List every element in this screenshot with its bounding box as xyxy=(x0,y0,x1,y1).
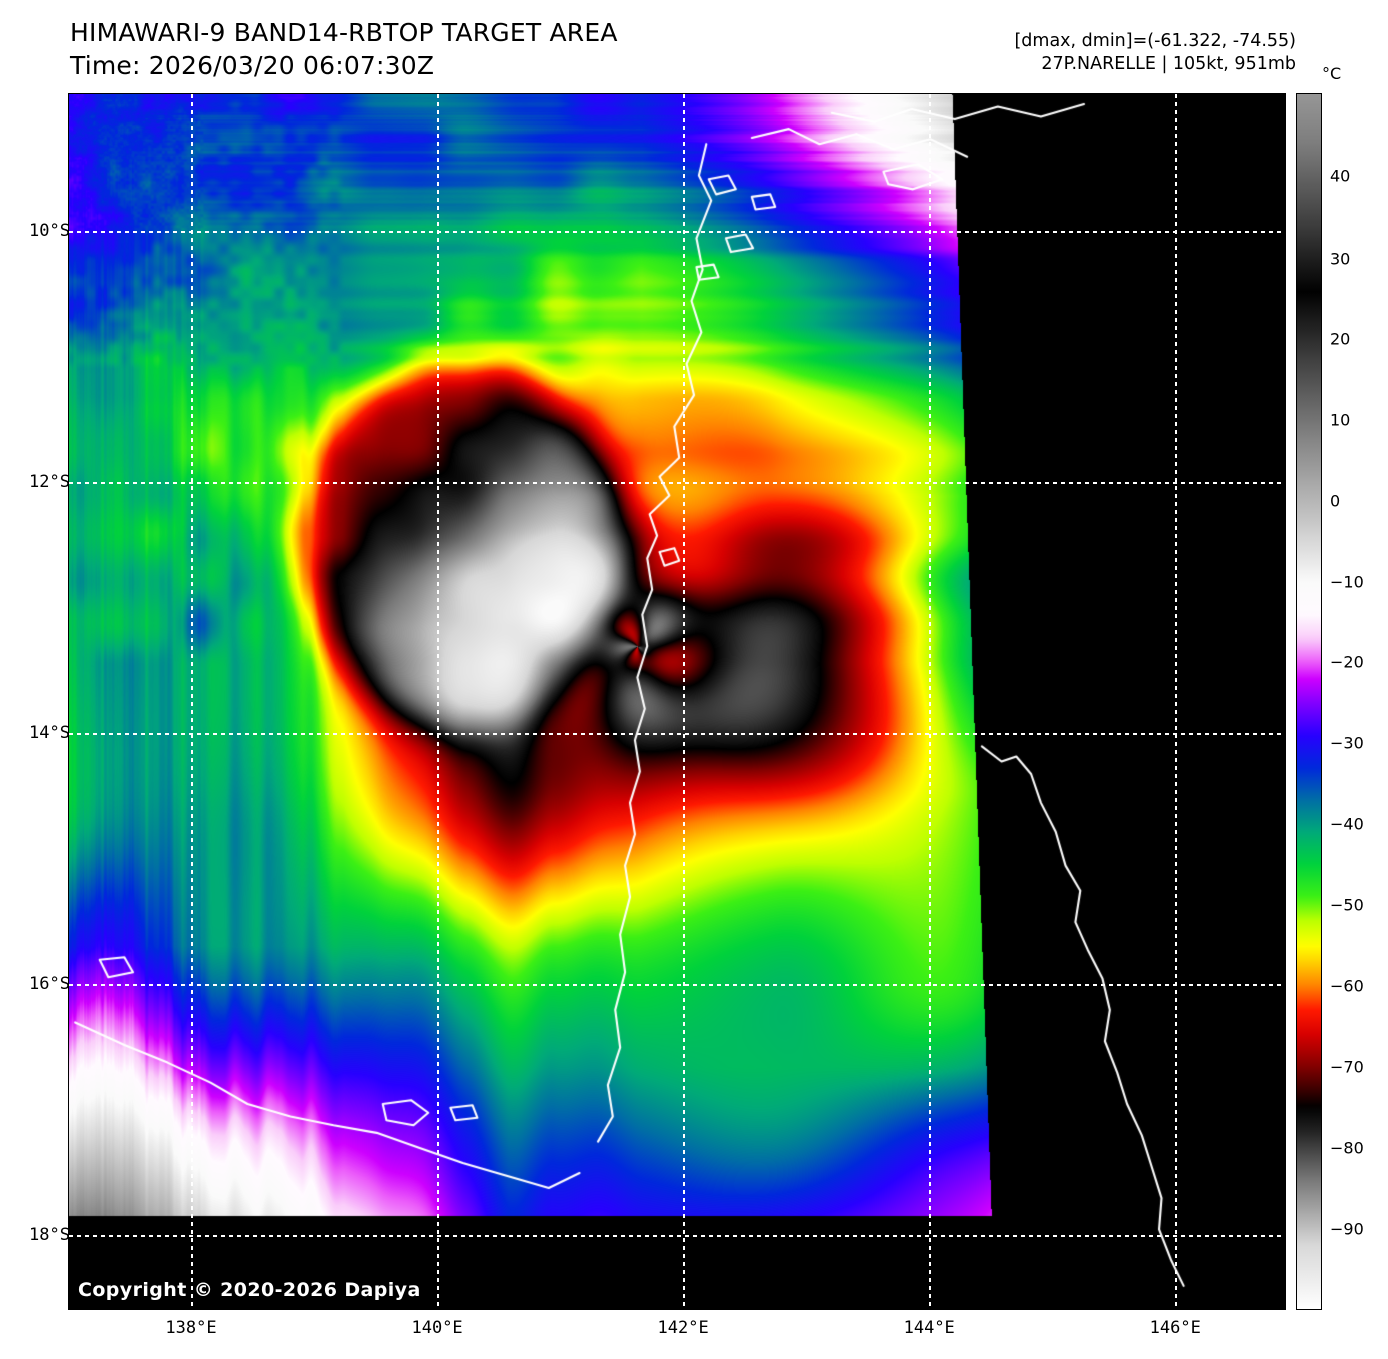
x-axis-tick-label: 142°E xyxy=(657,1318,709,1338)
satellite-raster xyxy=(69,94,1285,1309)
y-axis-tick-label: 14°S xyxy=(29,722,70,743)
title-block: HIMAWARI-9 BAND14-RBTOP TARGET AREA Time… xyxy=(70,17,618,82)
y-axis-tick-label: 16°S xyxy=(29,973,70,994)
colorbar-tick-label: 30 xyxy=(1330,249,1351,269)
dmax-dmin-label: [dmax, dmin]=(-61.322, -74.55) xyxy=(1014,31,1296,51)
satellite-image-plot[interactable] xyxy=(68,93,1286,1310)
colorbar-tick-label: −90 xyxy=(1330,1219,1364,1239)
colorbar-tick-label: 0 xyxy=(1330,491,1341,511)
colorbar-unit-label: °C xyxy=(1322,64,1342,83)
colorbar-tick-label: −20 xyxy=(1330,652,1364,672)
colorbar-lower-segment xyxy=(1297,290,1321,1309)
y-axis-tick-label: 10°S xyxy=(29,221,70,241)
colorbar-tick-label: −70 xyxy=(1330,1057,1364,1077)
x-axis-tick-label: 138°E xyxy=(165,1318,217,1338)
colorbar-tick-label: −10 xyxy=(1330,572,1364,592)
y-axis-tick-label: 12°S xyxy=(29,471,70,492)
storm-info-label: 27P.NARELLE | 105kt, 951mb xyxy=(1041,53,1296,74)
colorbar-tick-label: 20 xyxy=(1330,329,1351,349)
colorbar-tick-label: −80 xyxy=(1330,1138,1364,1158)
y-axis-tick-label: 18°S xyxy=(29,1224,70,1245)
page-title: HIMAWARI-9 BAND14-RBTOP TARGET AREA xyxy=(70,18,618,47)
x-axis-tick-label: 146°E xyxy=(1149,1318,1201,1338)
metadata-block: [dmax, dmin]=(-61.322, -74.55) 27P.NAREL… xyxy=(1014,30,1296,76)
colorbar-tick-label: −30 xyxy=(1330,733,1364,753)
x-axis-tick-label: 140°E xyxy=(411,1318,463,1338)
colorbar-tick-label: 10 xyxy=(1330,410,1351,430)
colorbar-tick-label: −40 xyxy=(1330,814,1364,834)
x-axis-tick-label: 144°E xyxy=(903,1318,955,1338)
colorbar-tick-label: −60 xyxy=(1330,976,1364,996)
timestamp-label: Time: 2026/03/20 06:07:30Z xyxy=(70,50,435,80)
colorbar-tick-label: 40 xyxy=(1330,166,1351,186)
colorbar xyxy=(1296,93,1322,1310)
colorbar-tick-label: −50 xyxy=(1330,895,1364,915)
copyright-label: Copyright © 2020-2026 Dapiya xyxy=(78,1279,421,1301)
colorbar-upper-segment xyxy=(1297,94,1321,291)
